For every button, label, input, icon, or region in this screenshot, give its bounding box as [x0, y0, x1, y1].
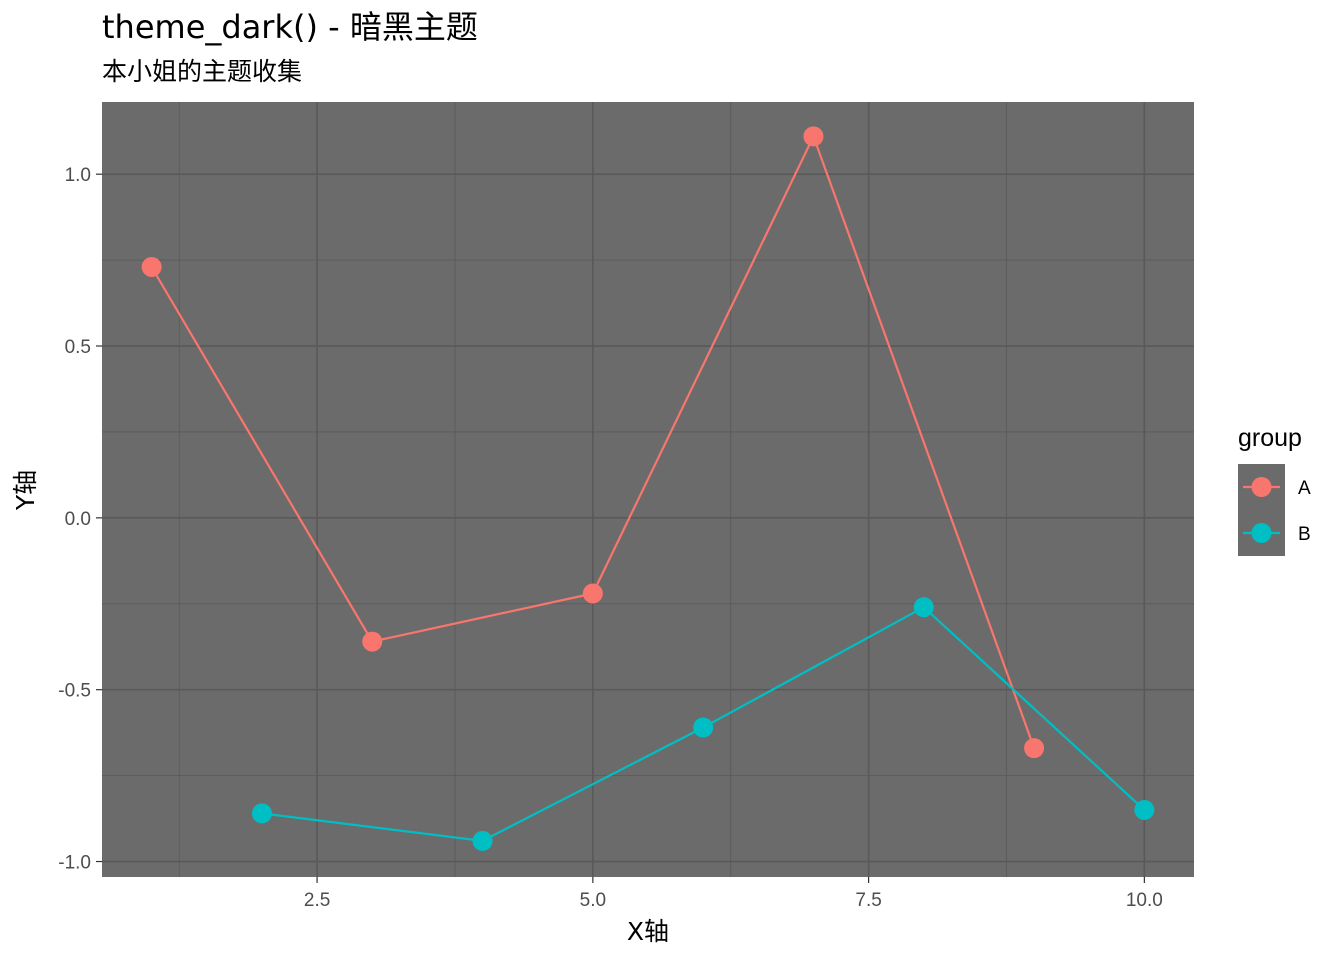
series-A-point	[1024, 738, 1045, 759]
plot-panel	[102, 102, 1194, 877]
chart-subtitle: 本小姐的主题收集	[102, 57, 302, 86]
major-gridlines	[102, 102, 1194, 877]
x-tick-label: 2.5	[304, 890, 330, 911]
series-A-point	[803, 126, 824, 147]
y-tick-label: -0.5	[58, 681, 91, 702]
x-tick-label: 5.0	[580, 890, 606, 911]
legend-label-B: B	[1298, 524, 1311, 545]
y-axis-ticks: 1.0 0.5 0.0 -0.5 -1.0	[58, 165, 102, 874]
series-layer	[141, 126, 1155, 851]
legend-label-A: A	[1298, 478, 1311, 499]
x-tick-label: 7.5	[855, 890, 881, 911]
legend-title: group	[1238, 424, 1302, 452]
series-B-point	[251, 803, 272, 824]
chart-title: theme_dark() - 暗黑主题	[102, 8, 478, 46]
y-tick-label: 1.0	[65, 165, 91, 186]
series-B-point	[1134, 799, 1155, 820]
series-A-point	[582, 583, 603, 604]
y-tick-label: 0.5	[65, 337, 91, 358]
x-axis-title: X轴	[627, 917, 669, 946]
series-B-point	[693, 717, 714, 738]
x-tick-label: 10.0	[1126, 890, 1163, 911]
legend-key-point-A	[1251, 477, 1272, 497]
series-B-point	[913, 597, 934, 618]
legend-keys: AB	[1243, 477, 1311, 545]
x-axis-ticks: 2.5 5.0 7.5 10.0	[304, 877, 1163, 911]
series-B-point	[472, 830, 493, 851]
series-A-point	[141, 256, 162, 277]
legend-key-point-B	[1251, 523, 1272, 543]
y-axis-title: Y轴	[11, 470, 40, 511]
series-A-point	[362, 631, 383, 652]
minor-gridlines	[102, 102, 1194, 877]
legend: group AB	[1238, 424, 1311, 556]
y-tick-label: -1.0	[58, 853, 91, 874]
y-tick-label: 0.0	[65, 509, 91, 530]
